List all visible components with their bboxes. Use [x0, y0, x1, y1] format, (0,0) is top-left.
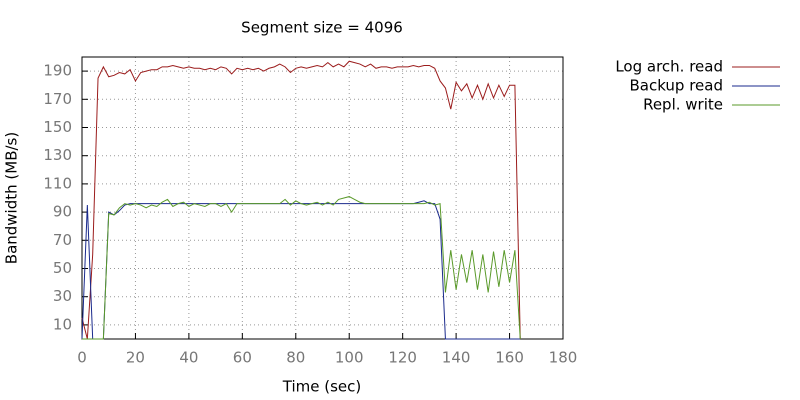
y-tick-label: 130: [43, 146, 72, 164]
x-tick-label: 120: [388, 349, 417, 367]
x-tick-label: 160: [495, 349, 524, 367]
x-tick-label: 20: [126, 349, 145, 367]
x-tick-label: 100: [335, 349, 364, 367]
plot-frame: [81, 56, 564, 340]
x-tick-label: 140: [442, 349, 471, 367]
y-tick-label: 110: [43, 174, 72, 192]
x-tick-label: 60: [233, 349, 252, 367]
x-tick-label: 180: [549, 349, 578, 367]
y-tick-label: 50: [53, 259, 72, 277]
series-line: [82, 196, 521, 340]
y-tick-label: 150: [43, 118, 72, 136]
y-tick-label: 30: [53, 287, 72, 305]
x-tick-label: 0: [77, 349, 87, 367]
y-tick-label: 170: [43, 90, 72, 108]
legend-label: Backup read: [629, 77, 723, 95]
chart-title: Segment size = 4096: [241, 19, 403, 37]
x-tick-label: 40: [179, 349, 198, 367]
y-axis-label: Bandwidth (MB/s): [3, 132, 21, 264]
legend-label: Repl. write: [643, 96, 723, 114]
y-tick-label: 70: [53, 231, 72, 249]
series-line: [81, 60, 521, 340]
y-tick-label: 10: [53, 315, 72, 333]
y-tick-label: 190: [43, 62, 72, 80]
x-tick-label: 80: [286, 349, 305, 367]
x-axis-label: Time (sec): [282, 378, 361, 396]
legend-label: Log arch. read: [615, 58, 723, 76]
y-tick-label: 90: [53, 203, 72, 221]
series-line: [81, 200, 521, 340]
